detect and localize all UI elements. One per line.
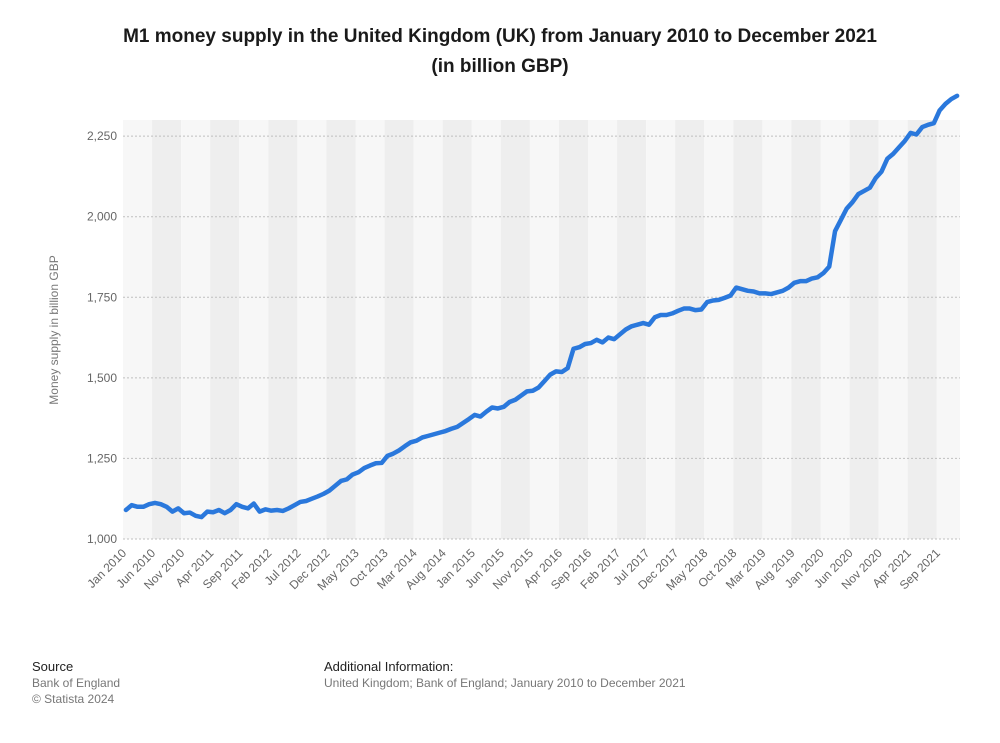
plot-band (646, 120, 676, 539)
plot-band (675, 120, 705, 539)
plot-band (442, 120, 472, 539)
plot-background-bands (123, 120, 960, 539)
plot-band (326, 120, 356, 539)
y-axis-label: Money supply in billion GBP (47, 255, 61, 404)
plot-band (152, 120, 182, 539)
plot-band (907, 120, 937, 539)
source-block: Source Bank of England © Statista 2024 (32, 658, 120, 707)
plot-band (123, 120, 153, 539)
plot-band (355, 120, 385, 539)
plot-band (471, 120, 501, 539)
plot-band (588, 120, 618, 539)
plot-band (791, 120, 821, 539)
plot-band (529, 120, 559, 539)
plot-band (762, 120, 792, 539)
plot-band (617, 120, 647, 539)
plot-band (878, 120, 908, 539)
plot-band (704, 120, 734, 539)
plot-band (500, 120, 530, 539)
plot-band (384, 120, 414, 539)
source-line-1: Bank of England (32, 676, 121, 690)
y-tick-label: 2,250 (87, 129, 117, 143)
y-tick-label: 1,500 (87, 371, 117, 385)
line-chart: 1,000 1,250 1,500 1,750 2,000 2,250 Jan 2010J… (47, 93, 960, 593)
plot-band (936, 120, 960, 539)
plot-band (297, 120, 327, 539)
plot-band (413, 120, 443, 539)
chart-title-line2: (in billion GBP) (431, 56, 569, 77)
y-tick-label: 1,250 (87, 451, 117, 465)
plot-band (268, 120, 298, 539)
additional-info-text: United Kingdom; Bank of England; January… (324, 676, 686, 690)
source-line-2: © Statista 2024 (32, 692, 115, 706)
plot-band (558, 120, 588, 539)
y-tick-label: 1,750 (87, 290, 117, 304)
chart-title-line1: M1 money supply in the United Kingdom (U… (123, 26, 877, 47)
plot-band (820, 120, 850, 539)
y-axis-ticks: 1,000 1,250 1,500 1,750 2,000 2,250 (87, 129, 117, 546)
series-line-m1-supply (123, 93, 960, 520)
additional-info-heading: Additional Information: (324, 659, 454, 674)
additional-info-block: Additional Information: United Kingdom; … (324, 658, 686, 691)
source-heading: Source (32, 659, 74, 674)
plot-band (210, 120, 240, 539)
y-tick-label: 2,000 (87, 210, 117, 224)
plot-band (733, 120, 763, 539)
gridlines (123, 135, 960, 540)
y-tick-label: 1,000 (87, 532, 117, 546)
chart-title: M1 money supply in the United Kingdom (U… (0, 22, 1000, 82)
plot-band (239, 120, 269, 539)
plot-band (181, 120, 211, 539)
